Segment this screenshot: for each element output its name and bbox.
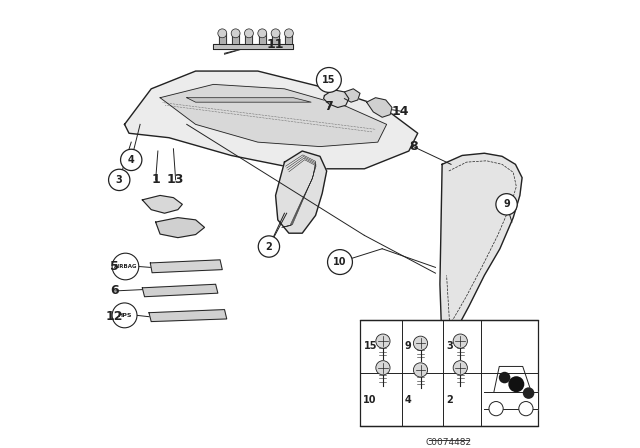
Text: 7: 7 bbox=[324, 100, 333, 113]
Circle shape bbox=[453, 361, 467, 375]
Polygon shape bbox=[259, 33, 266, 44]
Text: 5: 5 bbox=[111, 260, 119, 273]
Text: 10: 10 bbox=[333, 257, 347, 267]
Polygon shape bbox=[213, 44, 293, 49]
Polygon shape bbox=[367, 98, 392, 117]
Polygon shape bbox=[150, 260, 222, 273]
Circle shape bbox=[316, 68, 341, 92]
Polygon shape bbox=[232, 33, 239, 44]
Text: 3: 3 bbox=[116, 175, 123, 185]
Polygon shape bbox=[219, 33, 226, 44]
Polygon shape bbox=[149, 310, 227, 322]
Polygon shape bbox=[142, 195, 182, 213]
Text: AIRBAG: AIRBAG bbox=[114, 264, 137, 269]
Circle shape bbox=[519, 401, 533, 416]
Bar bbox=[360, 320, 538, 426]
Text: 9: 9 bbox=[503, 199, 510, 209]
Circle shape bbox=[231, 29, 240, 38]
Text: 2: 2 bbox=[446, 395, 453, 405]
Text: 4: 4 bbox=[404, 395, 411, 405]
Circle shape bbox=[244, 29, 253, 38]
Circle shape bbox=[259, 236, 280, 257]
Circle shape bbox=[376, 361, 390, 375]
Text: 1: 1 bbox=[151, 173, 160, 186]
Circle shape bbox=[376, 334, 390, 348]
Circle shape bbox=[112, 303, 137, 328]
Circle shape bbox=[523, 388, 534, 399]
Text: 12: 12 bbox=[106, 310, 124, 323]
Circle shape bbox=[109, 169, 130, 190]
Text: 4: 4 bbox=[128, 155, 134, 165]
Circle shape bbox=[496, 194, 517, 215]
Text: 2: 2 bbox=[266, 241, 272, 251]
Text: 9: 9 bbox=[404, 341, 411, 352]
Circle shape bbox=[112, 253, 139, 280]
Text: 6: 6 bbox=[111, 284, 119, 297]
Polygon shape bbox=[285, 33, 292, 44]
Circle shape bbox=[489, 401, 503, 416]
Text: 15: 15 bbox=[322, 75, 335, 85]
Circle shape bbox=[413, 336, 428, 350]
Circle shape bbox=[508, 376, 524, 392]
Polygon shape bbox=[125, 71, 418, 169]
Text: 3: 3 bbox=[446, 341, 453, 352]
Text: 8: 8 bbox=[409, 140, 417, 153]
Circle shape bbox=[413, 363, 428, 377]
Polygon shape bbox=[245, 33, 253, 44]
Polygon shape bbox=[187, 98, 311, 102]
Polygon shape bbox=[344, 89, 360, 102]
Polygon shape bbox=[484, 392, 538, 409]
Text: 14: 14 bbox=[391, 104, 409, 117]
Circle shape bbox=[284, 29, 293, 38]
Circle shape bbox=[453, 334, 467, 348]
Polygon shape bbox=[272, 33, 279, 44]
Circle shape bbox=[499, 372, 510, 383]
Text: 15: 15 bbox=[364, 341, 377, 352]
Text: C0074482: C0074482 bbox=[426, 438, 472, 447]
Text: 11: 11 bbox=[267, 38, 284, 51]
Circle shape bbox=[258, 29, 267, 38]
Polygon shape bbox=[440, 153, 522, 349]
Circle shape bbox=[120, 149, 142, 171]
Polygon shape bbox=[160, 84, 387, 146]
Polygon shape bbox=[142, 284, 218, 297]
Text: HPS: HPS bbox=[117, 313, 132, 318]
Circle shape bbox=[328, 250, 353, 275]
Text: 13: 13 bbox=[167, 173, 184, 186]
Polygon shape bbox=[156, 218, 205, 237]
Text: 10: 10 bbox=[363, 395, 376, 405]
Circle shape bbox=[271, 29, 280, 38]
Polygon shape bbox=[324, 90, 349, 108]
Polygon shape bbox=[276, 151, 326, 233]
Circle shape bbox=[218, 29, 227, 38]
